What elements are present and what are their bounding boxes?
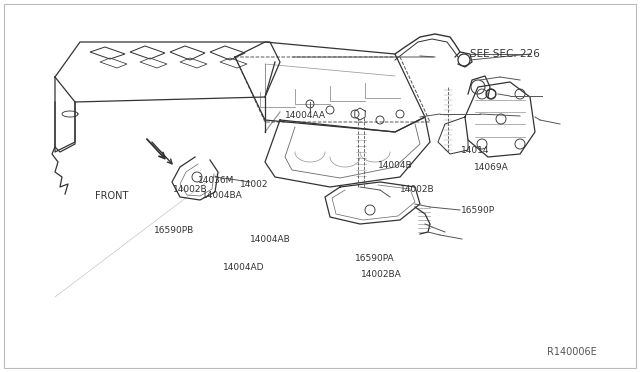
Text: 14004AD: 14004AD (223, 263, 264, 272)
Text: 14014: 14014 (461, 146, 490, 155)
Text: 14036M: 14036M (198, 176, 235, 185)
Text: R140006E: R140006E (547, 347, 597, 356)
Text: 14002B: 14002B (173, 185, 207, 194)
Text: 14069A: 14069A (474, 163, 508, 172)
Text: SEE SEC. 226: SEE SEC. 226 (470, 49, 540, 59)
Text: 16590P: 16590P (461, 206, 495, 215)
Text: 14004BA: 14004BA (202, 191, 243, 200)
Text: 14002: 14002 (240, 180, 269, 189)
Text: 14002B: 14002B (400, 185, 435, 194)
Text: 16590PA: 16590PA (355, 254, 395, 263)
Text: 14004B: 14004B (378, 161, 412, 170)
Text: 14002BA: 14002BA (361, 270, 402, 279)
Text: 16590PB: 16590PB (154, 226, 194, 235)
Text: 14004AB: 14004AB (250, 235, 291, 244)
Text: FRONT: FRONT (95, 192, 128, 201)
Text: 14004AA: 14004AA (285, 111, 326, 120)
